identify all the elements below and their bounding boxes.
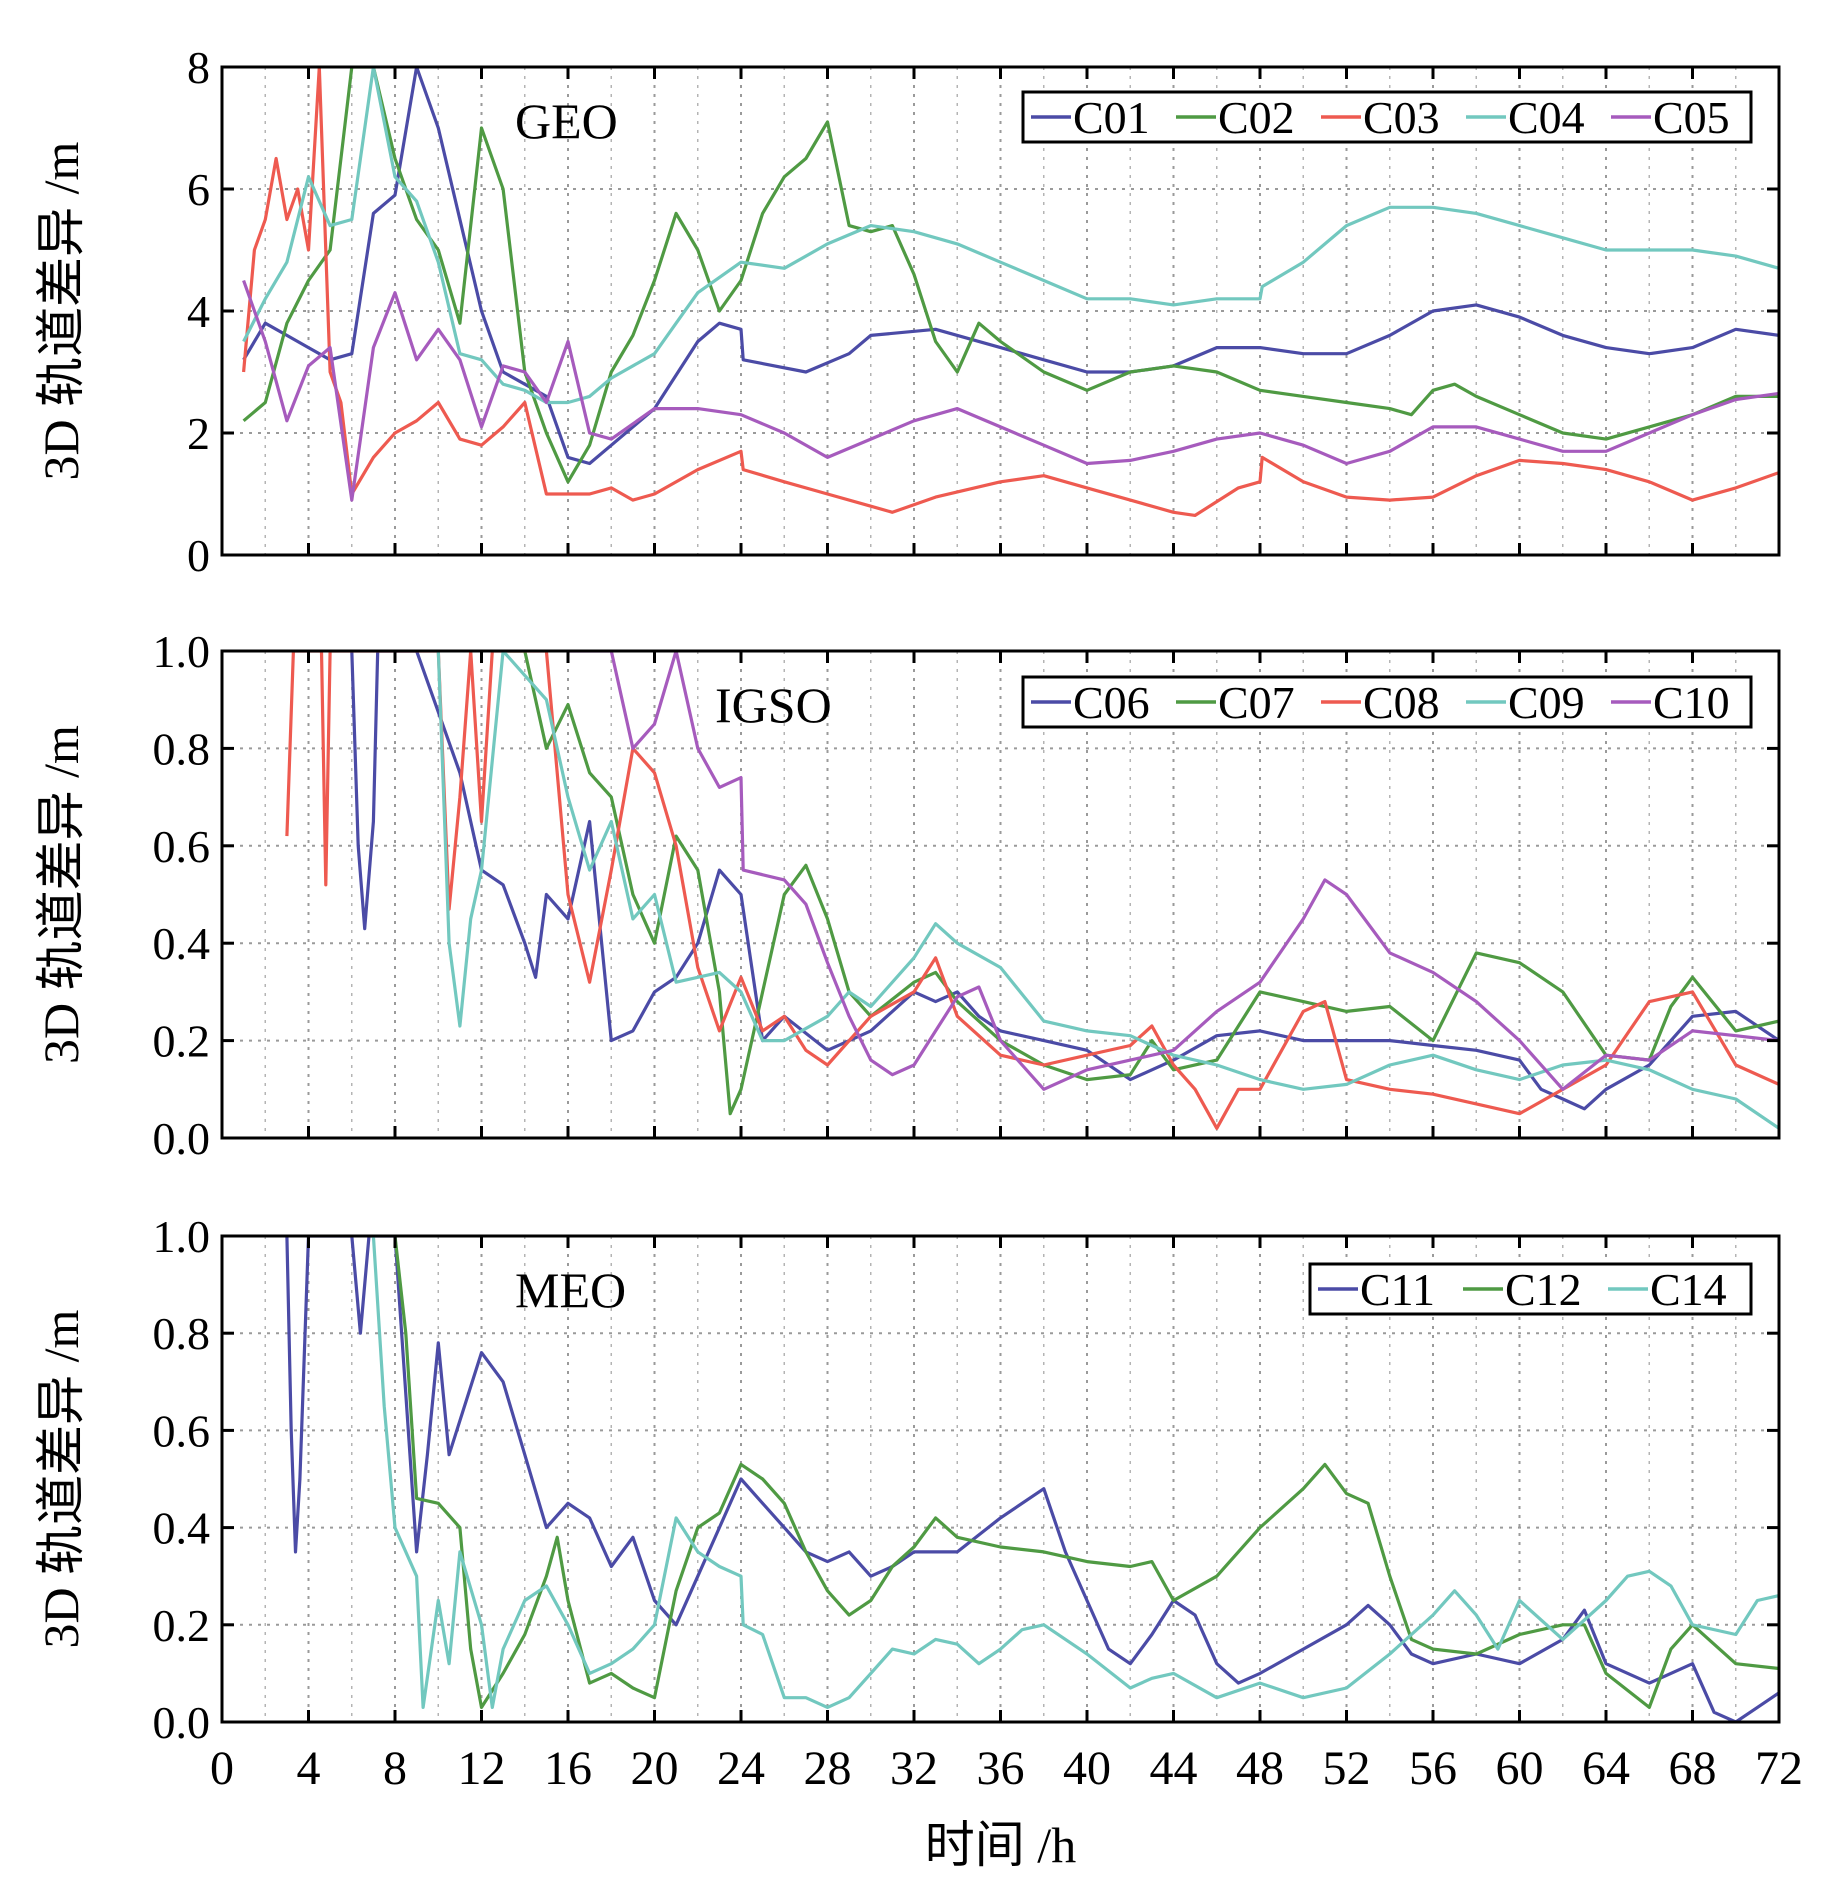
- x-tick-label: 8: [383, 1742, 407, 1795]
- y-tick-label: 0.6: [153, 1405, 211, 1456]
- x-tick-label: 16: [544, 1742, 592, 1795]
- legend-label-c06: C06: [1073, 677, 1150, 728]
- y-axis-label: 3D 轨道差异 /m: [33, 725, 89, 1064]
- legend-label-c12: C12: [1505, 1264, 1582, 1315]
- x-tick-label: 52: [1323, 1742, 1371, 1795]
- y-tick-label: 0.2: [153, 1016, 211, 1067]
- x-tick-label: 32: [890, 1742, 938, 1795]
- y-tick-label: 1.0: [153, 1211, 211, 1262]
- y-tick-label: 1.0: [153, 626, 211, 677]
- legend-label-c05: C05: [1653, 92, 1730, 143]
- series-line-c05: [242, 279, 1779, 502]
- y-tick-label: 2: [187, 408, 210, 459]
- legend-label-c04: C04: [1508, 92, 1585, 143]
- y-axis-label: 3D 轨道差异 /m: [33, 1309, 89, 1648]
- x-tick-label: 20: [631, 1742, 679, 1795]
- legend-box: [1308, 1262, 1753, 1316]
- series-line-c01: [242, 67, 1779, 466]
- x-tick-label: 12: [458, 1742, 506, 1795]
- x-tick-label: 4: [297, 1742, 321, 1795]
- series-line-c12: [393, 1236, 1779, 1709]
- legend-label-c02: C02: [1218, 92, 1295, 143]
- x-tick-label: 36: [977, 1742, 1025, 1795]
- series-line-c02: [242, 67, 1779, 484]
- y-tick-label: 6: [187, 164, 210, 215]
- x-axis-label: 时间 /h: [925, 1817, 1076, 1873]
- panel-geo: 0 2 4 6 8 3D 轨道差异 /m GEO C01 C02 C03 C04 C05: [33, 42, 1781, 581]
- legend-label-c01: C01: [1073, 92, 1150, 143]
- legend: C11 C12 C14: [1308, 1262, 1753, 1316]
- x-tick-label: 0: [210, 1742, 234, 1795]
- x-tick-label: 56: [1409, 1742, 1457, 1795]
- grid: [264, 1236, 1737, 1722]
- legend: C06 C07 C08 C09 C10: [1021, 675, 1753, 729]
- x-tick-label: 64: [1582, 1742, 1630, 1795]
- legend-label-c11: C11: [1360, 1264, 1435, 1315]
- series-group: [285, 1236, 1779, 1722]
- series-line-c09: [436, 651, 1779, 1130]
- series-line-c10: [568, 651, 1779, 1091]
- series-line-c04: [242, 67, 1779, 405]
- y-tick-label: 0.4: [153, 1503, 211, 1554]
- y-tick-label: 0.0: [153, 1113, 211, 1164]
- y-tick-label: 8: [187, 42, 210, 93]
- y-tick-label: 0: [187, 530, 210, 581]
- series-line-c03: [242, 67, 1779, 517]
- legend-label-c10: C10: [1653, 677, 1730, 728]
- x-tick-label: 48: [1236, 1742, 1284, 1795]
- legend-label-c03: C03: [1363, 92, 1440, 143]
- y-tick-label: 0.6: [153, 821, 211, 872]
- x-tick-label: 28: [804, 1742, 852, 1795]
- x-tick-label: 44: [1150, 1742, 1198, 1795]
- series-line-c11: [285, 1236, 1779, 1722]
- legend-label-c08: C08: [1363, 677, 1440, 728]
- x-tick-label: 24: [717, 1742, 765, 1795]
- panel-title: IGSO: [715, 677, 832, 733]
- x-tick-label: 60: [1496, 1742, 1544, 1795]
- legend: C01 C02 C03 C04 C05: [1021, 90, 1753, 144]
- panel-title: MEO: [515, 1262, 626, 1318]
- series-line-c14: [371, 1236, 1779, 1709]
- x-tick-label: 68: [1669, 1742, 1717, 1795]
- panel-title: GEO: [515, 93, 618, 149]
- series-line-c08: [285, 651, 1779, 1130]
- panel-meo: 0.0 0.2 0.4 0.6 0.8 1.0 3D 轨道差异 /m MEO C11 C12 C14…: [33, 1211, 1803, 1873]
- series-line-c06: [350, 651, 1779, 1111]
- y-tick-label: 0.4: [153, 918, 211, 969]
- y-tick-label: 0.8: [153, 723, 211, 774]
- y-tick-label: 0.8: [153, 1308, 211, 1359]
- legend-label-c07: C07: [1218, 677, 1295, 728]
- legend-label-c14: C14: [1650, 1264, 1727, 1315]
- legend-label-c09: C09: [1508, 677, 1585, 728]
- series-group: [285, 651, 1779, 1130]
- y-tick-label: 0.0: [153, 1697, 211, 1748]
- y-tick-label: 0.2: [153, 1600, 211, 1651]
- series-group: [242, 67, 1779, 517]
- x-tick-label: 40: [1063, 1742, 1111, 1795]
- x-tick-label: 72: [1755, 1742, 1803, 1795]
- y-tick-label: 4: [187, 286, 210, 337]
- series-line-c07: [503, 651, 1779, 1116]
- y-axis-label: 3D 轨道差异 /m: [33, 141, 89, 480]
